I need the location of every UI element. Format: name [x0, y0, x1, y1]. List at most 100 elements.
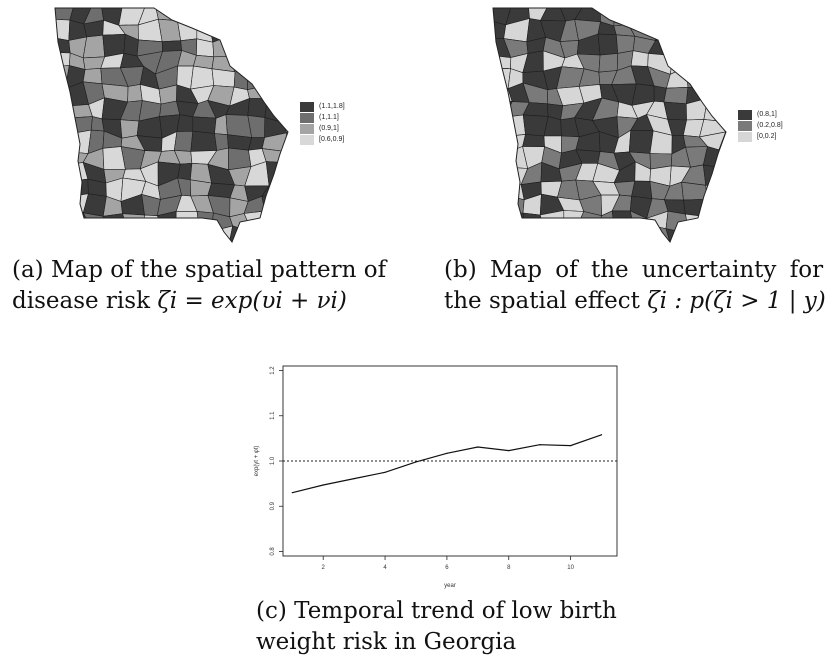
county-cell — [244, 8, 271, 24]
county-cell — [699, 214, 726, 235]
county-cell — [283, 56, 288, 72]
county-cell — [228, 147, 252, 171]
county-cell — [493, 193, 511, 217]
county-cell — [700, 38, 724, 58]
county-cell — [721, 17, 726, 42]
county-cell — [596, 230, 616, 242]
county-cell — [122, 213, 145, 230]
county-cell — [574, 230, 599, 242]
county-cell — [244, 20, 268, 40]
caption-b-line2: the spatial effect ζi : p(ζi > 1 | y) — [444, 286, 826, 317]
county-cell — [718, 230, 726, 242]
county-cell — [227, 17, 254, 37]
county-cells — [55, 8, 288, 242]
county-cell — [89, 225, 105, 242]
county-cell — [263, 70, 287, 88]
county-cell — [723, 49, 726, 75]
county-cell — [280, 86, 288, 103]
county-cell — [261, 39, 285, 59]
legend-entry: [0.6,0.9] — [300, 134, 345, 145]
legend-label: (0.2,0.8] — [757, 122, 783, 129]
y-tick-label: 1.2 — [270, 366, 276, 375]
county-cell — [65, 225, 92, 242]
county-cell — [688, 40, 703, 58]
legend-label: [0,0.2] — [757, 133, 777, 140]
county-cell — [597, 33, 619, 56]
risk-map — [54, 7, 289, 243]
county-cell — [683, 8, 705, 25]
risk-legend: (1.1,1.8] (1,1.1] (0.9,1] [0.6,0.9] — [300, 101, 345, 145]
county-cell — [543, 229, 565, 242]
legend-entry: (1,1.1] — [300, 112, 345, 123]
county-cell — [631, 180, 653, 200]
county-cell — [717, 148, 726, 168]
county-cell — [522, 134, 545, 148]
county-cell — [563, 210, 585, 232]
legend-label: (0.9,1] — [319, 125, 339, 132]
county-cell — [66, 178, 89, 197]
caption-b: (b) Map of the uncertainty for the spati… — [444, 255, 826, 317]
caption-c-line1: (c) Temporal trend of low birth — [256, 598, 617, 624]
county-cell — [282, 162, 288, 185]
trend-chart: 2 4 6 8 10 0.8 0.9 1.0 1.1 1.2 year exp(γt + φt) — [246, 352, 630, 592]
county-cell — [493, 97, 513, 118]
county-cell — [282, 149, 288, 166]
county-cell — [211, 68, 236, 88]
caption-b-formula: ζi : p(ζi > 1 | y) — [647, 288, 826, 314]
y-tick-label: 0.8 — [270, 547, 276, 556]
county-cell — [155, 8, 178, 22]
caption-b-line1: (b) Map of the uncertainty for — [444, 257, 824, 283]
county-cell — [247, 98, 268, 118]
data-points — [291, 434, 603, 494]
county-cell — [173, 130, 194, 152]
county-cell — [669, 54, 690, 75]
county-cell — [55, 211, 66, 232]
trend-chart-svg: 2 4 6 8 10 0.8 0.9 1.0 1.1 1.2 year exp(γt + φt) — [254, 365, 618, 589]
county-cell — [192, 116, 217, 134]
county-cell — [663, 86, 689, 105]
county-cell — [267, 8, 288, 24]
county-cell — [227, 134, 253, 151]
legend-label: (1.1,1.8] — [319, 103, 345, 110]
county-cell — [493, 116, 509, 137]
county-cell — [247, 71, 271, 91]
county-cell — [214, 133, 229, 151]
county-cell — [646, 8, 673, 26]
county-cell — [724, 71, 726, 86]
y-axis: 0.8 0.9 1.0 1.1 1.2 — [270, 366, 283, 556]
data-point — [508, 449, 510, 452]
y-tick-label: 1.1 — [270, 411, 276, 420]
county-cell — [55, 83, 71, 107]
county-cell — [686, 54, 704, 67]
county-cell — [686, 65, 705, 89]
county-cell — [121, 227, 145, 242]
county-cell — [261, 226, 284, 242]
county-cell — [119, 119, 140, 139]
county-cell — [103, 227, 129, 242]
county-cell — [196, 211, 214, 233]
county-cell — [267, 19, 288, 42]
county-cell — [649, 130, 673, 155]
county-cell — [244, 36, 268, 59]
legend-label: [0.6,0.9] — [319, 136, 345, 143]
uncertainty-map — [492, 7, 727, 243]
data-point — [446, 452, 448, 454]
y-tick-label: 1.0 — [270, 456, 276, 465]
county-cell — [556, 229, 576, 242]
county-cell — [194, 8, 215, 24]
county-cell — [281, 41, 288, 57]
county-cell — [261, 148, 288, 163]
data-point — [353, 478, 355, 480]
legend-entry: (0.9,1] — [300, 123, 345, 134]
legend-swatch — [300, 134, 314, 145]
legend-entry: (0.2,0.8] — [738, 120, 783, 131]
county-cell — [717, 166, 726, 186]
caption-a-text: disease risk — [12, 288, 158, 314]
legend-swatch — [300, 112, 314, 123]
caption-a-line2: disease risk ζi = exp(υi + νi) — [12, 286, 392, 317]
x-axis: 2 4 6 8 10 — [322, 556, 575, 571]
county-cell — [190, 65, 215, 90]
county-cell — [175, 211, 200, 233]
county-cell — [628, 129, 654, 154]
legend-swatch — [738, 120, 752, 131]
